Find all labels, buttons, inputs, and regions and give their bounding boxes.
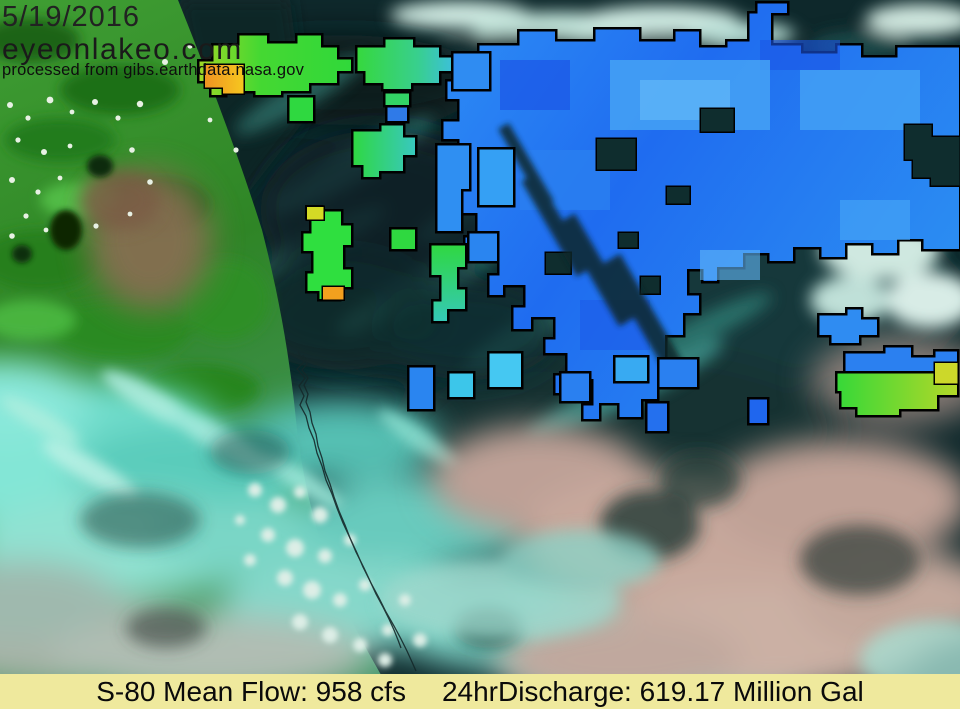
land-cloud-specks <box>7 43 239 239</box>
coast-cloud-puffs <box>235 483 427 667</box>
coastline-vector-overlay <box>296 351 417 672</box>
status-bar: S-80 Mean Flow: 958 cfs 24hrDischarge: 6… <box>0 674 960 709</box>
radar-blob-right-green <box>834 370 960 418</box>
radar-blob-green-strip-b <box>354 36 454 92</box>
radar-cell-orange <box>203 63 245 95</box>
discharge-stat: 24hrDischarge: 619.17 Million Gal <box>441 676 864 707</box>
flow-stat: S-80 Mean Flow: 958 cfs <box>96 676 406 707</box>
radar-overlay <box>196 0 960 434</box>
radar-blob-right-blue <box>816 306 880 346</box>
